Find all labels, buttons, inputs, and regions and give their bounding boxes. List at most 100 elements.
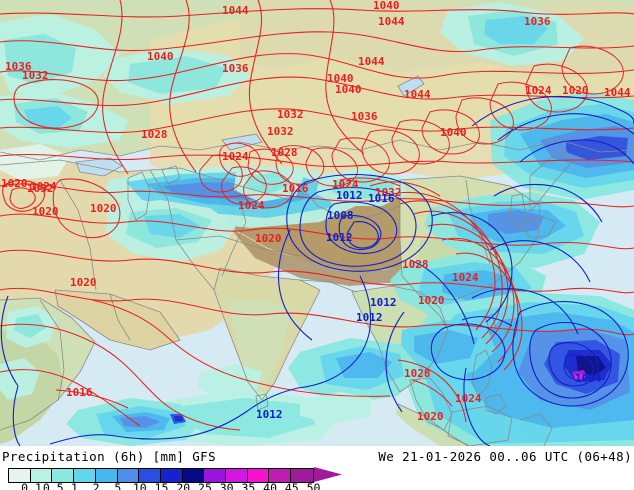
isobar-label-high: 1020 (90, 202, 117, 215)
colorbar-tick: 10 (132, 481, 147, 490)
colorbar-overflow-arrow (314, 467, 342, 482)
isobar-label-high: 1040 (440, 126, 467, 139)
isobar-label-high: 1020 (32, 205, 59, 218)
isobar-label-high: 1028 (141, 128, 168, 141)
isobar-label-high: 1024 (238, 199, 265, 212)
isobar-label-high: 1020 (255, 232, 282, 245)
precip-cell (414, 330, 478, 364)
isobar-label-low: 1008 (327, 209, 354, 222)
colorbar-swatch (160, 469, 183, 482)
legend-footer: Precipitation (6h) [mm] GFS We 21-01-202… (0, 446, 634, 490)
precip-cell (484, 16, 548, 44)
isobar-label-high: 1024 (30, 180, 57, 193)
colorbar-tick: 50 (306, 481, 321, 490)
colorbar-swatch (247, 469, 270, 482)
precipitation-map[interactable]: 1040 1044 1044 1036 1040 1044 1036 1032 1036 1024… (0, 0, 634, 446)
colorbar-tick: 0.1 (21, 481, 42, 490)
model-run-timestamp: We 21-01-2026 00..06 UTC (06+48) (378, 449, 632, 464)
colorbar-swatch (74, 469, 96, 482)
isobar-label-high: 1020 (417, 410, 444, 423)
precip-cell (336, 352, 392, 378)
isobar-label-high: 1020 (1, 177, 28, 190)
colorbar-tick: 15 (154, 481, 169, 490)
isobar-label-low: 1012 (356, 311, 383, 324)
isobar-label-high: 1024 (452, 271, 479, 284)
isobar-label-high: 1044 (604, 86, 631, 99)
colorbar-tick: 40 (263, 481, 278, 490)
isobar-label-high: 1028 (404, 367, 431, 380)
precip-cell (128, 56, 226, 94)
isobar-label-high: 1028 (271, 146, 298, 159)
isobar-low-layer (0, 96, 634, 446)
isobar-label-high: 1024 (332, 178, 359, 191)
precip-cell (24, 106, 72, 128)
colorbar-swatch (182, 469, 205, 482)
colorbar-tick: 25 (198, 481, 212, 490)
isobar-label-low: 1016 (368, 192, 395, 205)
precip-cell (246, 172, 292, 194)
colorbar-tick: 30 (219, 481, 234, 490)
isobar-label-high: 1032 (27, 182, 54, 195)
colorbar-tick: 1 (70, 481, 78, 490)
isobar-label-high: 1040 (147, 50, 174, 63)
isobar-label-high: 1028 (402, 258, 429, 271)
precip-cell (180, 398, 316, 438)
colorbar-tick: 20 (176, 481, 191, 490)
isobar-label-high: 1040 (335, 83, 362, 96)
precip-cell (174, 416, 183, 421)
isobar-label-high: 1020 (562, 84, 589, 97)
colorbar-tick: 45 (284, 481, 299, 490)
isobar-label-high: 1032 (22, 69, 49, 82)
isobar-label-high: 1036 (5, 60, 32, 73)
precip-cell (488, 210, 544, 234)
colorbar-tick: 2 (92, 481, 100, 490)
isobar-label-high: 1024 (455, 392, 482, 405)
lake-baikal (398, 76, 424, 96)
isobar-label-high: 1032 (267, 125, 294, 138)
isobar-label-high: 1040 (373, 0, 400, 12)
isobar-label-high: 1044 (222, 4, 249, 17)
isobar-label-low: 1012 (256, 408, 283, 421)
colorbar-tick: 0.5 (42, 481, 64, 490)
precip-cell (566, 136, 628, 160)
precip-cell (300, 392, 372, 424)
isobar-label-high: 1020 (418, 294, 445, 307)
isobar-label-low: 1004 (575, 372, 602, 385)
colorbar-swatch (139, 469, 161, 482)
land-arabian-peninsula (55, 290, 180, 350)
isobar-label-high: 1036 (222, 62, 249, 75)
isobar-label-high: 1032 (375, 186, 402, 199)
precip-cell (198, 364, 262, 398)
precip-cell (574, 374, 583, 380)
precip-cell (14, 314, 46, 338)
colorbar-swatch (204, 469, 227, 482)
isobar-label-high: 1044 (378, 15, 405, 28)
isobar-label-high: 1020 (70, 276, 97, 289)
colorbar-swatch (52, 469, 75, 482)
precip-cell (332, 174, 396, 200)
isobar-label-high: 1044 (358, 55, 385, 68)
isobar-label-high: 1032 (277, 108, 304, 121)
isobar-label-low: 1012 (326, 231, 353, 244)
land-himalaya-ridge (230, 228, 420, 286)
isobar-label-high: 1016 (66, 386, 93, 399)
colorbar-swatch (30, 469, 53, 482)
product-title: Precipitation (6h) [mm] GFS (2, 449, 216, 464)
colorbar-swatch (117, 469, 140, 482)
coastline-layer (0, 75, 634, 446)
isobar-label-high: 1036 (524, 15, 551, 28)
colorbar-swatch (95, 469, 118, 482)
isobar-label-low: 1012 (336, 189, 363, 202)
colorbar-swatch (269, 469, 292, 482)
sea-black (76, 158, 122, 176)
isobar-label-high: 1036 (351, 110, 378, 123)
precipitation-colorbar[interactable] (8, 468, 314, 483)
isobar-label-low: 1012 (370, 296, 397, 309)
colorbar-tick: 35 (241, 481, 256, 490)
precip-cell (144, 214, 200, 238)
colorbar-swatch (291, 469, 313, 482)
isobar-label-high: 1040 (327, 72, 354, 85)
isobar-label-high: 1024 (525, 84, 552, 97)
